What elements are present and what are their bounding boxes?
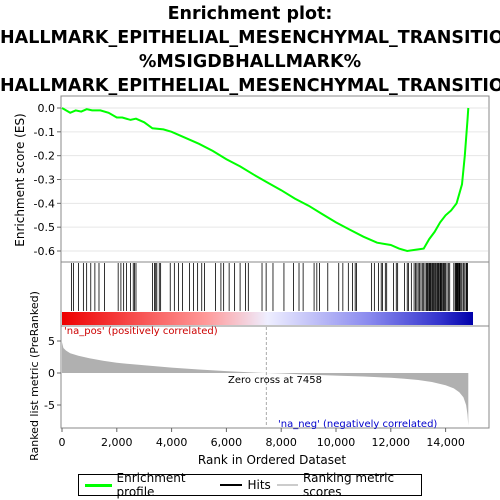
es-ytick-label: 0.0 xyxy=(38,102,56,115)
legend-label-hits: Hits xyxy=(247,478,271,492)
hits-layer xyxy=(71,263,468,311)
neg-label: 'na_neg' (negatively correlated) xyxy=(278,419,437,430)
legend-swatch-ranking xyxy=(276,484,299,486)
legend-swatch-hits xyxy=(220,484,243,486)
x-tick-label: 6,000 xyxy=(211,436,243,449)
x-tick-label: 0 xyxy=(59,436,66,449)
legend-swatch-enrichment xyxy=(85,483,112,487)
title-line-1: Enrichment plot: xyxy=(167,4,333,24)
metric-area-layer xyxy=(62,327,469,427)
es-axis-label: Enrichment score (ES) xyxy=(13,113,27,246)
es-line-layer xyxy=(61,107,470,253)
metric-ytick-label: 5 xyxy=(48,335,55,348)
legend-label-ranking: Ranking metric scores xyxy=(303,471,395,499)
legend-item-ranking: Ranking metric scores xyxy=(276,471,421,499)
es-ytick-label: -0.6 xyxy=(34,245,55,258)
es-ytick-label: -0.3 xyxy=(34,174,55,187)
enrichment-profile-line xyxy=(61,107,470,253)
chart-title: Enrichment plot: HALLMARK_EPITHELIAL_MES… xyxy=(0,2,500,98)
x-tick-label: 10,000 xyxy=(317,436,356,449)
x-tick-label: 12,000 xyxy=(372,436,411,449)
rank-color-bar xyxy=(62,312,473,325)
es-ytick-label: -0.2 xyxy=(34,150,55,163)
legend-item-hits: Hits xyxy=(220,478,271,492)
x-tick-label: 4,000 xyxy=(156,436,188,449)
title-line-3: %MSIGDBHALLMARK% xyxy=(138,52,362,72)
es-ytick-label: -0.1 xyxy=(34,126,55,139)
x-tick-label: 14,000 xyxy=(426,436,465,449)
legend-item-enrichment: Enrichment profile xyxy=(85,471,214,499)
title-line-4: HALLMARK_EPITHELIAL_MESENCHYMAL_TRANSITI… xyxy=(0,76,500,96)
es-ytick-label: -0.4 xyxy=(34,197,55,210)
metric-axis-label: Ranked list metric (PreRanked) xyxy=(28,291,41,461)
pos-label: 'na_pos' (positively correlated) xyxy=(64,326,218,337)
zero-cross-label: Zero cross at 7458 xyxy=(228,375,322,386)
metric-ytick-label: -5 xyxy=(44,399,55,412)
legend-label-enrichment: Enrichment profile xyxy=(116,471,186,499)
es-gridlines xyxy=(62,107,488,252)
x-axis-label: Rank in Ordered Dataset xyxy=(198,453,346,467)
x-tick-label: 2,000 xyxy=(101,436,133,449)
x-tick-label: 8,000 xyxy=(265,436,297,449)
legend: Enrichment profile Hits Ranking metric s… xyxy=(78,471,422,499)
metric-ytick-label: 0 xyxy=(48,367,55,380)
es-ytick-label: -0.5 xyxy=(34,221,55,234)
title-line-2: HALLMARK_EPITHELIAL_MESENCHYMAL_TRANSITI… xyxy=(0,28,500,48)
axis-ticks-layer: 0.0 -0.1 -0.2 -0.3 -0.4 -0.5 -0.6 5 0 -5 0 2,000 4,0… xyxy=(34,102,465,449)
